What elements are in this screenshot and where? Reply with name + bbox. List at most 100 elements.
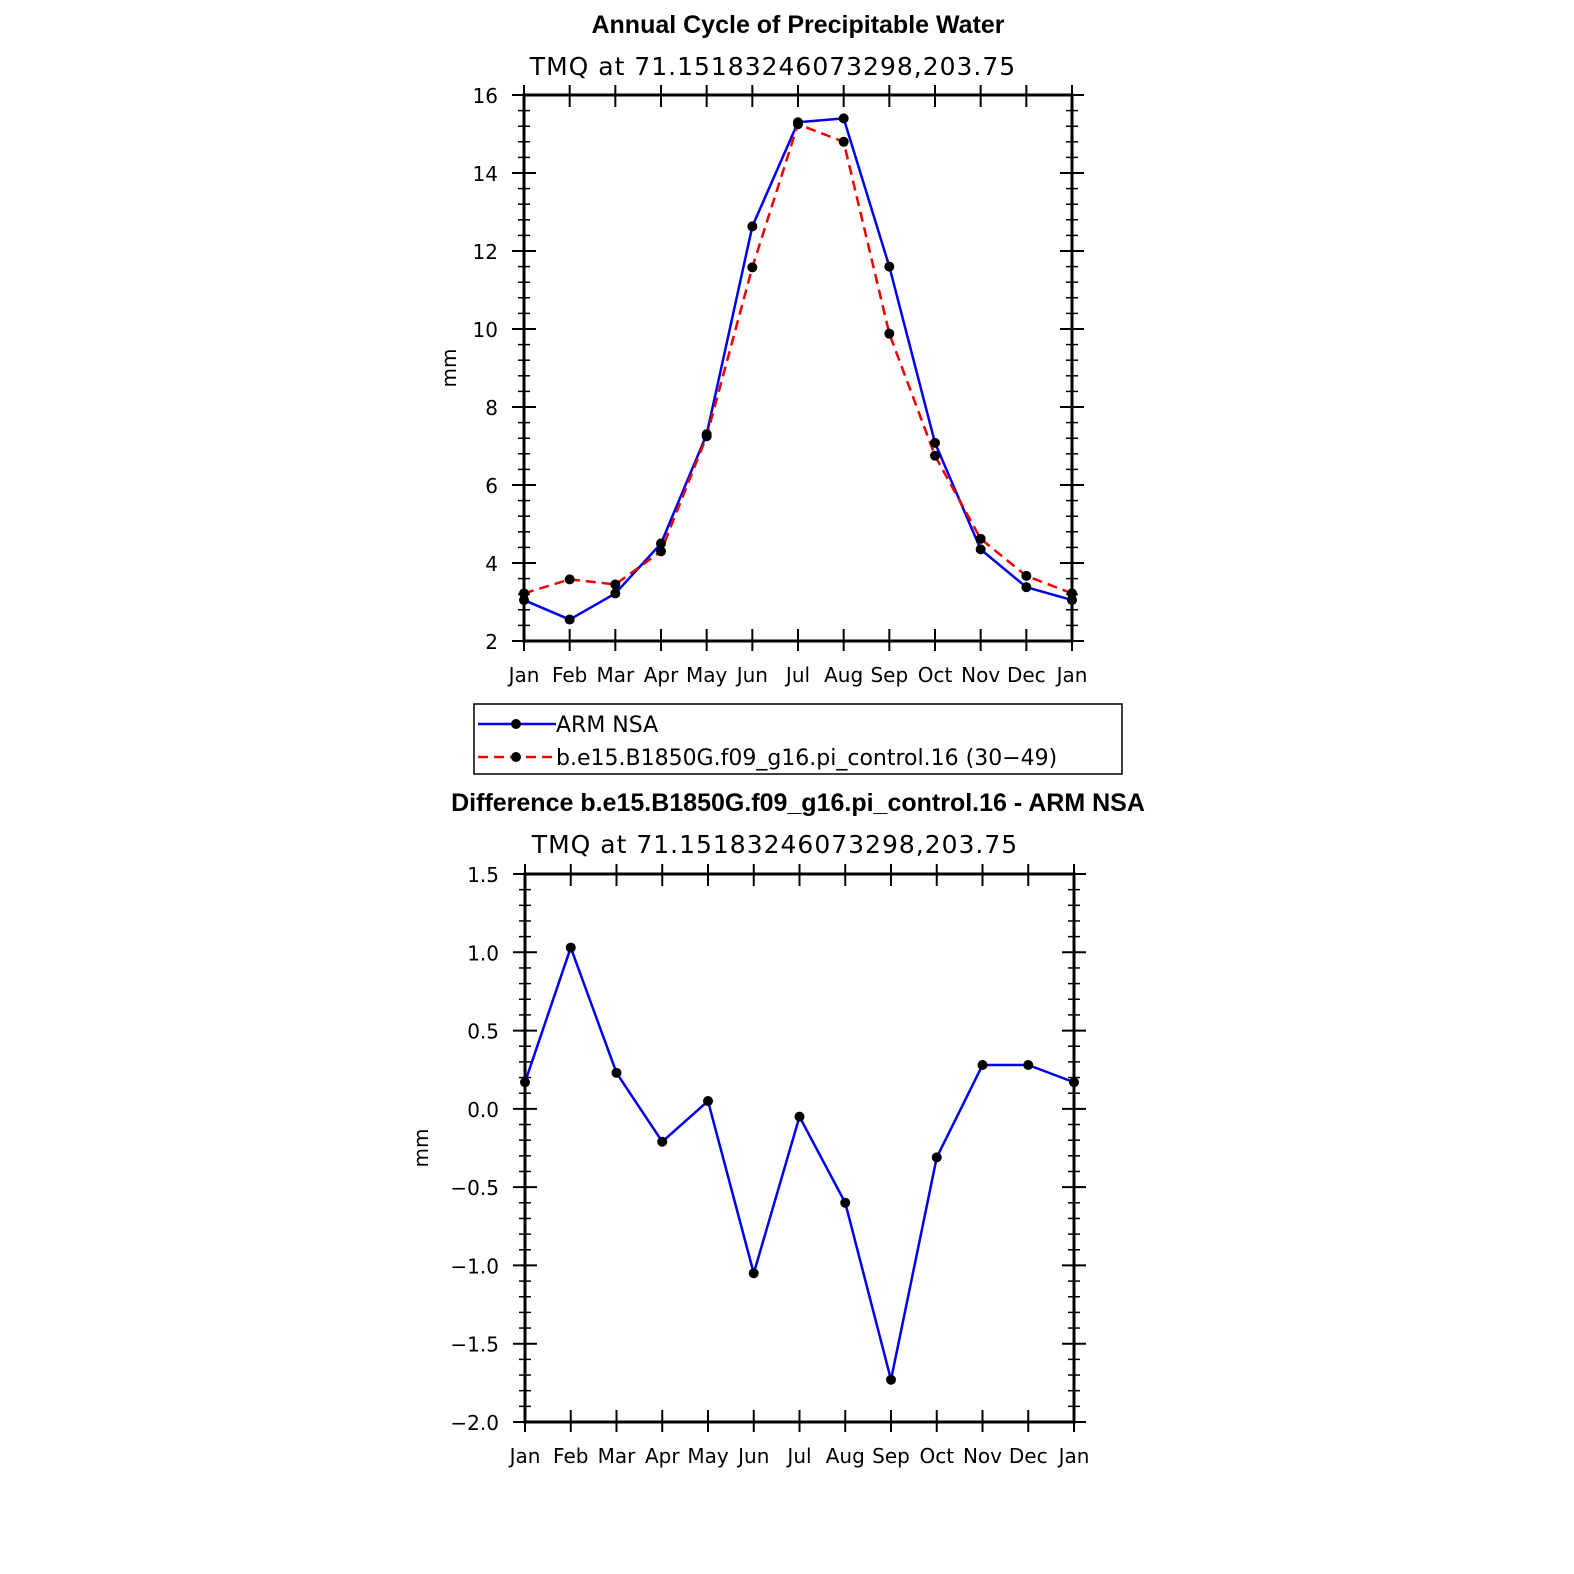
- data-point-s0: [794, 1111, 805, 1122]
- x-tick-label: Nov: [963, 1444, 1002, 1468]
- y-tick-label: 14: [473, 162, 498, 186]
- axis-ticks: [512, 85, 1084, 651]
- plot-frame: [523, 872, 1076, 1424]
- legend-marker-model: [511, 752, 521, 762]
- data-point-s1: [610, 579, 621, 590]
- plot-frame: [522, 93, 1074, 643]
- data-point-s1: [975, 533, 986, 544]
- data-point-s0: [886, 1374, 896, 1385]
- legend-label-model: b.e15.B1850G.f09_g16.pi_control.16 (30−4…: [556, 746, 1057, 771]
- x-tick-label: Jan: [508, 1444, 541, 1468]
- y-tick-label: −1.0: [450, 1254, 499, 1278]
- x-tick-label: Oct: [919, 1444, 954, 1468]
- data-point-s0: [931, 1152, 942, 1163]
- series-layer: [519, 113, 1077, 625]
- data-point-s1: [838, 136, 849, 147]
- y-tick-label: 8: [485, 396, 498, 420]
- y-tick-label: −0.5: [450, 1176, 499, 1200]
- chart-subtitle: TMQ at 71.15183246073298,203.75: [529, 52, 1016, 81]
- data-point-s0: [656, 538, 666, 549]
- x-tick-label: Sep: [870, 663, 908, 687]
- x-tick-label: Jan: [507, 663, 540, 687]
- data-point-s0: [977, 1060, 988, 1071]
- x-tick-label: Mar: [598, 1444, 637, 1468]
- y-tick-label: 12: [473, 240, 498, 264]
- data-point-s0: [1021, 582, 1032, 593]
- tick-labels: Jan Feb Mar Apr May Jun Jul Aug Sep Oct Nov Dec Jan 2…: [473, 84, 1088, 687]
- data-point-s1: [884, 328, 895, 339]
- series-line-0: [523, 117, 1073, 621]
- chart-subtitle: TMQ at 71.15183246073298,203.75: [531, 830, 1018, 859]
- y-tick-label: 0.0: [467, 1098, 499, 1122]
- x-tick-label: Dec: [1009, 1444, 1048, 1468]
- data-point-s1: [793, 119, 803, 130]
- legend: ARM NSA b.e15.B1850G.f09_g16.pi_control.…: [473, 703, 1123, 775]
- annual-cycle-chart: Annual Cycle of Precipitable Water TMQ a…: [437, 11, 1087, 687]
- data-point-s1: [701, 431, 712, 442]
- x-tick-label: Jan: [1055, 663, 1088, 687]
- chart-title: Difference b.e15.B1850G.f09_g16.pi_contr…: [451, 789, 1145, 817]
- x-tick-label: Feb: [552, 663, 587, 687]
- data-point-s0: [610, 588, 621, 599]
- axis-ticks: [513, 864, 1086, 1432]
- x-tick-label: Jun: [735, 663, 768, 687]
- legend-marker-arm-nsa: [511, 719, 521, 729]
- x-tick-label: Feb: [553, 1444, 588, 1468]
- y-axis-label: mm: [409, 1129, 433, 1168]
- y-tick-label: 2: [485, 630, 498, 654]
- x-tick-label: Apr: [645, 1444, 680, 1468]
- y-tick-label: −2.0: [450, 1411, 499, 1435]
- data-point-s0: [565, 942, 576, 953]
- data-point-s0: [1023, 1060, 1034, 1071]
- data-point-s0: [930, 437, 940, 448]
- data-point-s0: [748, 1268, 759, 1279]
- legend-entry-model: b.e15.B1850G.f09_g16.pi_control.16 (30−4…: [478, 746, 1057, 771]
- chart-title: Annual Cycle of Precipitable Water: [591, 11, 1004, 39]
- x-tick-label: Jan: [1057, 1444, 1090, 1468]
- data-point-s1: [930, 450, 940, 461]
- x-tick-label: Dec: [1007, 663, 1046, 687]
- difference-chart: Difference b.e15.B1850G.f09_g16.pi_contr…: [409, 789, 1145, 1468]
- x-tick-label: Apr: [644, 663, 679, 687]
- data-point-s0: [611, 1067, 622, 1078]
- data-point-s1: [564, 574, 575, 585]
- series-line-1: [523, 123, 1073, 595]
- legend-label-arm-nsa: ARM NSA: [556, 713, 658, 738]
- data-point-s0: [840, 1197, 851, 1208]
- data-point-s0: [747, 221, 758, 232]
- data-point-s0: [564, 614, 575, 625]
- y-tick-label: 10: [473, 318, 498, 342]
- y-tick-label: 6: [485, 474, 498, 498]
- y-tick-label: 4: [485, 552, 498, 576]
- data-point-s0: [975, 544, 986, 555]
- x-tick-label: Aug: [824, 663, 863, 687]
- y-tick-label: 0.5: [467, 1020, 499, 1044]
- x-tick-label: Aug: [826, 1444, 865, 1468]
- legend-box: [473, 703, 1123, 775]
- data-point-s0: [838, 113, 849, 124]
- y-tick-label: 1.5: [467, 863, 499, 887]
- x-tick-label: Jul: [785, 1444, 811, 1468]
- legend-entry-arm-nsa: ARM NSA: [478, 713, 658, 738]
- y-tick-label: 16: [473, 84, 498, 108]
- data-point-s1: [1021, 570, 1032, 581]
- x-tick-label: Nov: [961, 663, 1000, 687]
- y-tick-label: 1.0: [467, 941, 499, 965]
- x-tick-label: May: [686, 663, 728, 687]
- data-point-s1: [747, 262, 758, 273]
- x-tick-label: Jun: [736, 1444, 769, 1468]
- x-tick-label: Oct: [918, 663, 953, 687]
- y-axis-label: mm: [437, 349, 461, 388]
- tick-labels: Jan Feb Mar Apr May Jun Jul Aug Sep Oct Nov Dec Jan−…: [450, 863, 1089, 1468]
- x-tick-label: Sep: [872, 1444, 910, 1468]
- series-layer: [520, 942, 1079, 1385]
- data-point-s0: [657, 1136, 668, 1147]
- x-tick-label: Jul: [784, 663, 810, 687]
- data-point-s0: [703, 1096, 713, 1107]
- x-tick-label: May: [687, 1444, 729, 1468]
- data-point-s0: [884, 261, 895, 272]
- y-tick-label: −1.5: [450, 1333, 499, 1357]
- series-line-0: [523, 946, 1075, 1381]
- x-tick-label: Mar: [596, 663, 635, 687]
